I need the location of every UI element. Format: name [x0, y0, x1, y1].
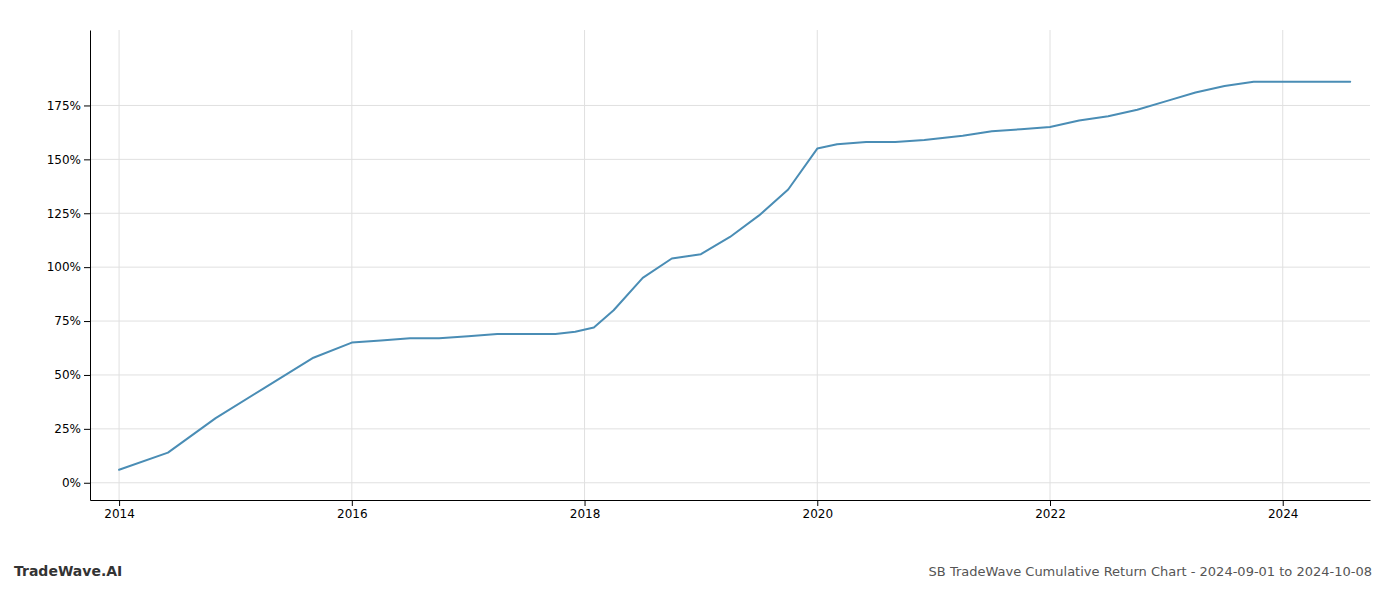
grid-line-x: [817, 30, 818, 500]
x-axis-line: [91, 500, 1371, 501]
x-tick-mark: [585, 500, 586, 506]
grid-line-y: [90, 267, 1370, 268]
x-tick: 2014: [104, 500, 135, 521]
y-tick-mark: [84, 159, 90, 160]
grid-line-y: [90, 159, 1370, 160]
grid-line-x: [351, 30, 352, 500]
y-axis-line: [90, 31, 91, 501]
x-tick: 2022: [1035, 500, 1066, 521]
x-tick-mark: [1283, 500, 1284, 506]
x-tick: 2024: [1268, 500, 1299, 521]
x-tick: 2020: [802, 500, 833, 521]
y-tick-mark: [84, 375, 90, 376]
grid-line-y: [90, 374, 1370, 375]
y-tick-label: 25%: [54, 422, 81, 436]
y-tick-label: 0%: [62, 476, 81, 490]
grid-line-x: [584, 30, 585, 500]
x-tick-mark: [119, 500, 120, 506]
chart: 2014 2016 2018 2020 2022 2024 0% 25% 50% 75% 100% 1…: [0, 0, 1400, 600]
y-tick: 150%: [47, 153, 90, 167]
y-tick-label: 75%: [54, 314, 81, 328]
x-tick: 2016: [337, 500, 368, 521]
y-tick-mark: [84, 213, 90, 214]
x-tick-label: 2014: [104, 507, 135, 521]
grid-line-x: [1282, 30, 1283, 500]
y-tick-mark: [84, 267, 90, 268]
y-tick-mark: [84, 429, 90, 430]
y-tick-label: 150%: [47, 153, 81, 167]
y-tick-mark: [84, 483, 90, 484]
y-tick-label: 100%: [47, 260, 81, 274]
y-tick: 125%: [47, 207, 90, 221]
annotation: TradeWave.AI: [14, 563, 122, 579]
grid: [90, 30, 1370, 500]
x-tick: 2018: [570, 500, 601, 521]
grid-line-x: [119, 30, 120, 500]
grid-line-x: [1050, 30, 1051, 500]
y-tick-label: 125%: [47, 207, 81, 221]
x-tick-mark: [1050, 500, 1051, 506]
y-tick-mark: [84, 321, 90, 322]
x-axis: 2014 2016 2018 2020 2022 2024: [91, 500, 1371, 521]
y-tick: 100%: [47, 260, 90, 274]
x-tick-mark: [817, 500, 818, 506]
plot-area: 2014 2016 2018 2020 2022 2024 0% 25% 50% 75% 100% 1…: [47, 30, 1371, 521]
y-tick-mark: [84, 105, 90, 106]
y-tick: 0%: [62, 476, 90, 490]
title: SB TradeWave Cumulative Return Chart - 2…: [929, 564, 1372, 579]
y-tick-label: 50%: [54, 368, 81, 382]
x-tick-label: 2024: [1268, 507, 1299, 521]
y-axis: 0% 25% 50% 75% 100% 125% 150% 175%: [47, 31, 91, 501]
y-tick-label: 175%: [47, 99, 81, 113]
grid-line-y: [90, 428, 1370, 429]
y-tick: 75%: [54, 314, 90, 328]
x-tick-label: 2020: [802, 507, 833, 521]
x-tick-label: 2022: [1035, 507, 1066, 521]
grid-line-y: [90, 213, 1370, 214]
grid-line-y: [90, 321, 1370, 322]
y-tick: 25%: [54, 422, 90, 436]
x-tick-label: 2018: [570, 507, 601, 521]
line: [119, 82, 1350, 470]
x-tick-label: 2016: [337, 507, 368, 521]
grid-line-y: [90, 105, 1370, 106]
marks: [119, 82, 1350, 470]
x-tick-mark: [352, 500, 353, 506]
y-tick: 175%: [47, 99, 90, 113]
grid-line-y: [90, 482, 1370, 483]
y-tick: 50%: [54, 368, 90, 382]
